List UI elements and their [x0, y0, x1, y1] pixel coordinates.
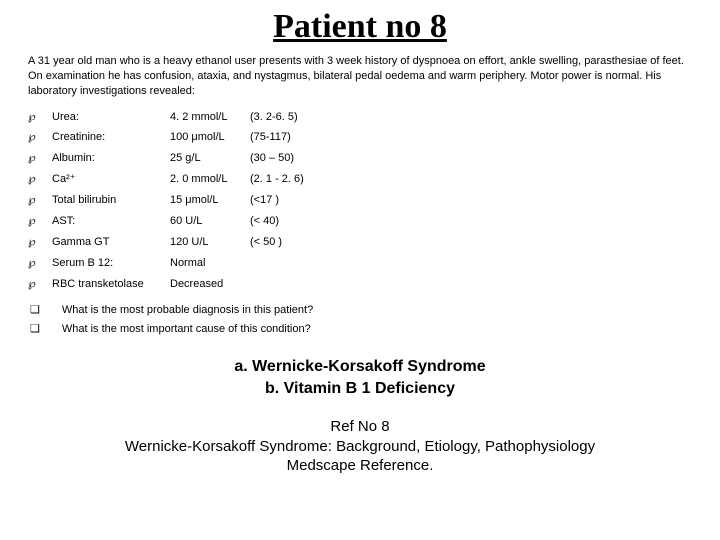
- lab-name: Serum B 12:: [52, 253, 170, 274]
- lab-value: 25 g/L: [170, 148, 250, 169]
- question-bullet-icon: ❏: [30, 320, 40, 340]
- lab-name: Gamma GT: [52, 232, 170, 253]
- answer-a: a. Wernicke-Korsakoff Syndrome: [28, 356, 692, 378]
- answer-b: b. Vitamin B 1 Deficiency: [28, 378, 692, 400]
- list-bullet-icon: ℘: [28, 107, 42, 128]
- lab-value: 4. 2 mmol/L: [170, 107, 250, 128]
- lab-reference-range: (2. 1 - 2. 6): [250, 169, 304, 190]
- lab-reference-range: (< 50 ): [250, 232, 282, 253]
- answers-block: a. Wernicke-Korsakoff Syndrome b. Vitami…: [28, 356, 692, 399]
- lab-value: 15 μmol/L: [170, 190, 250, 211]
- lab-row: ℘ Creatinine:100 μmol/L(75-117): [28, 127, 692, 148]
- lab-name: Total bilirubin: [52, 190, 170, 211]
- lab-value: 2. 0 mmol/L: [170, 169, 250, 190]
- lab-row: ℘ RBC transketolaseDecreased: [28, 274, 692, 295]
- lab-row: ℘ Serum B 12:Normal: [28, 253, 692, 274]
- lab-row: ℘ Albumin:25 g/L(30 – 50): [28, 148, 692, 169]
- page-title: Patient no 8: [28, 8, 692, 46]
- lab-name: Urea:: [52, 107, 170, 128]
- case-description: A 31 year old man who is a heavy ethanol…: [28, 54, 692, 99]
- lab-value: Decreased: [170, 274, 250, 295]
- list-bullet-icon: ℘: [28, 211, 42, 232]
- question-item: ❏ What is the most probable diagnosis in …: [28, 301, 692, 321]
- lab-value: 120 U/L: [170, 232, 250, 253]
- lab-value: 60 U/L: [170, 211, 250, 232]
- lab-reference-range: (3. 2-6. 5): [250, 107, 298, 128]
- list-bullet-icon: ℘: [28, 190, 42, 211]
- list-bullet-icon: ℘: [28, 253, 42, 274]
- lab-reference-range: (75-117): [250, 127, 291, 148]
- list-bullet-icon: ℘: [28, 127, 42, 148]
- question-item: ❏ What is the most important cause of thi…: [28, 320, 692, 340]
- list-bullet-icon: ℘: [28, 169, 42, 190]
- list-bullet-icon: ℘: [28, 274, 42, 295]
- lab-name: Creatinine:: [52, 127, 170, 148]
- lab-row: ℘ Ca²⁺2. 0 mmol/L(2. 1 - 2. 6): [28, 169, 692, 190]
- lab-row: ℘ Urea:4. 2 mmol/L(3. 2-6. 5): [28, 107, 692, 128]
- question-text: What is the most important cause of this…: [62, 320, 311, 340]
- lab-reference-range: (< 40): [250, 211, 279, 232]
- lab-reference-range: (30 – 50): [250, 148, 294, 169]
- list-bullet-icon: ℘: [28, 232, 42, 253]
- reference-line: Ref No 8: [28, 417, 692, 437]
- lab-row: ℘ Total bilirubin15 μmol/L(<17 ): [28, 190, 692, 211]
- question-text: What is the most probable diagnosis in t…: [62, 301, 313, 321]
- lab-name: AST:: [52, 211, 170, 232]
- lab-name: RBC transketolase: [52, 274, 170, 295]
- lab-value: 100 μmol/L: [170, 127, 250, 148]
- lab-row: ℘ AST:60 U/L(< 40): [28, 211, 692, 232]
- lab-value: Normal: [170, 253, 250, 274]
- question-list: ❏ What is the most probable diagnosis in …: [28, 301, 692, 341]
- lab-row: ℘ Gamma GT120 U/L(< 50 ): [28, 232, 692, 253]
- lab-results-list: ℘ Urea:4. 2 mmol/L(3. 2-6. 5) ℘ Creatinine…: [28, 107, 692, 295]
- lab-reference-range: (<17 ): [250, 190, 279, 211]
- lab-name: Albumin:: [52, 148, 170, 169]
- reference-line: Medscape Reference.: [28, 456, 692, 476]
- list-bullet-icon: ℘: [28, 148, 42, 169]
- reference-block: Ref No 8 Wernicke-Korsakoff Syndrome: Ba…: [28, 417, 692, 476]
- reference-line: Wernicke-Korsakoff Syndrome: Background,…: [28, 437, 692, 457]
- lab-name: Ca²⁺: [52, 169, 170, 190]
- question-bullet-icon: ❏: [30, 301, 40, 321]
